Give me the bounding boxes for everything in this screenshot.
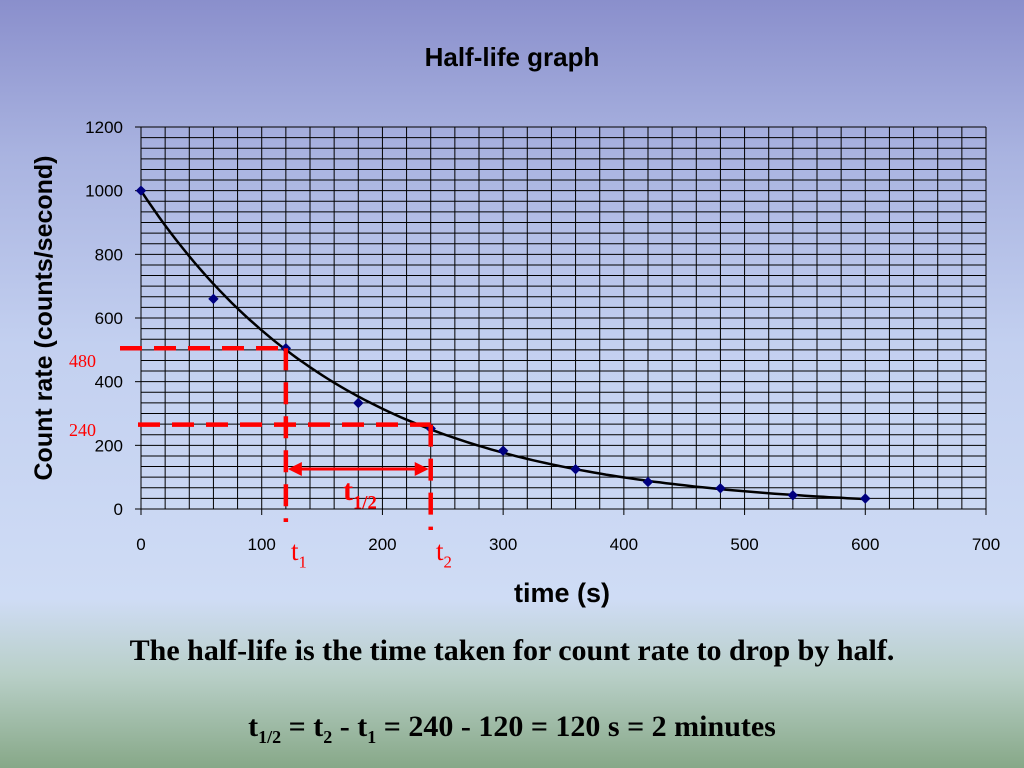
x-tick-label: 0 (136, 535, 145, 554)
label-t-half: t1/2 (343, 474, 377, 513)
tick-labels: 0 200 400 600 800 1000 1200 0 100 200 300 400 500 600… (85, 118, 1000, 554)
data-point (208, 293, 219, 305)
data-point (642, 476, 654, 488)
y-tick-label: 400 (95, 373, 123, 392)
label-t1: t1 (291, 536, 307, 572)
eq-sub-2: 2 (323, 727, 333, 747)
eq-t: t (248, 710, 259, 743)
eq-part-2: - t (332, 710, 368, 743)
half-life-annotations: 480 240 t1/2 t1 t2 (69, 345, 452, 572)
y-tick-label: 600 (95, 309, 123, 328)
x-tick-label: 500 (730, 535, 758, 554)
data-point (135, 185, 147, 196)
x-tick-label: 300 (489, 535, 517, 554)
eq-sub-1: 1 (367, 727, 377, 747)
y-tick-label: 800 (95, 245, 123, 264)
caption-definition: The half-life is the time taken for coun… (129, 634, 895, 667)
y-tick-label: 1000 (85, 182, 123, 201)
label-240: 240 (69, 420, 96, 440)
x-tick-label: 100 (248, 535, 276, 554)
chart-title: Half-life graph (425, 42, 600, 72)
eq-part-3: = 240 - 120 = 120 s = 2 minutes (376, 710, 776, 743)
y-tick-label: 200 (95, 436, 123, 455)
x-tick-label: 200 (368, 535, 396, 554)
arrow-head-left (287, 462, 302, 476)
x-tick-label: 600 (851, 535, 879, 554)
data-point (497, 445, 509, 456)
data-point (860, 493, 871, 504)
arrow-head-right (414, 462, 429, 476)
y-tick-label: 1200 (85, 118, 123, 137)
label-t2: t2 (436, 536, 452, 572)
data-point (353, 397, 364, 409)
eq-sub-half: 1/2 (258, 727, 282, 747)
caption-equation: t1/2 = t2 - t1 = 240 - 120 = 120 s = 2 m… (0, 710, 1024, 748)
data-point (787, 490, 799, 501)
x-axis-label: time (s) (514, 578, 610, 608)
eq-part-1: = t (281, 710, 324, 743)
chart-grid (135, 126, 987, 515)
x-tick-label: 700 (972, 535, 1000, 554)
data-points (135, 185, 871, 504)
x-tick-label: 400 (610, 535, 638, 554)
label-480: 480 (69, 351, 96, 371)
y-tick-label: 0 (114, 500, 123, 519)
data-point (570, 464, 581, 475)
data-point (715, 483, 726, 494)
y-axis-label: Count rate (counts/second) (30, 155, 58, 480)
